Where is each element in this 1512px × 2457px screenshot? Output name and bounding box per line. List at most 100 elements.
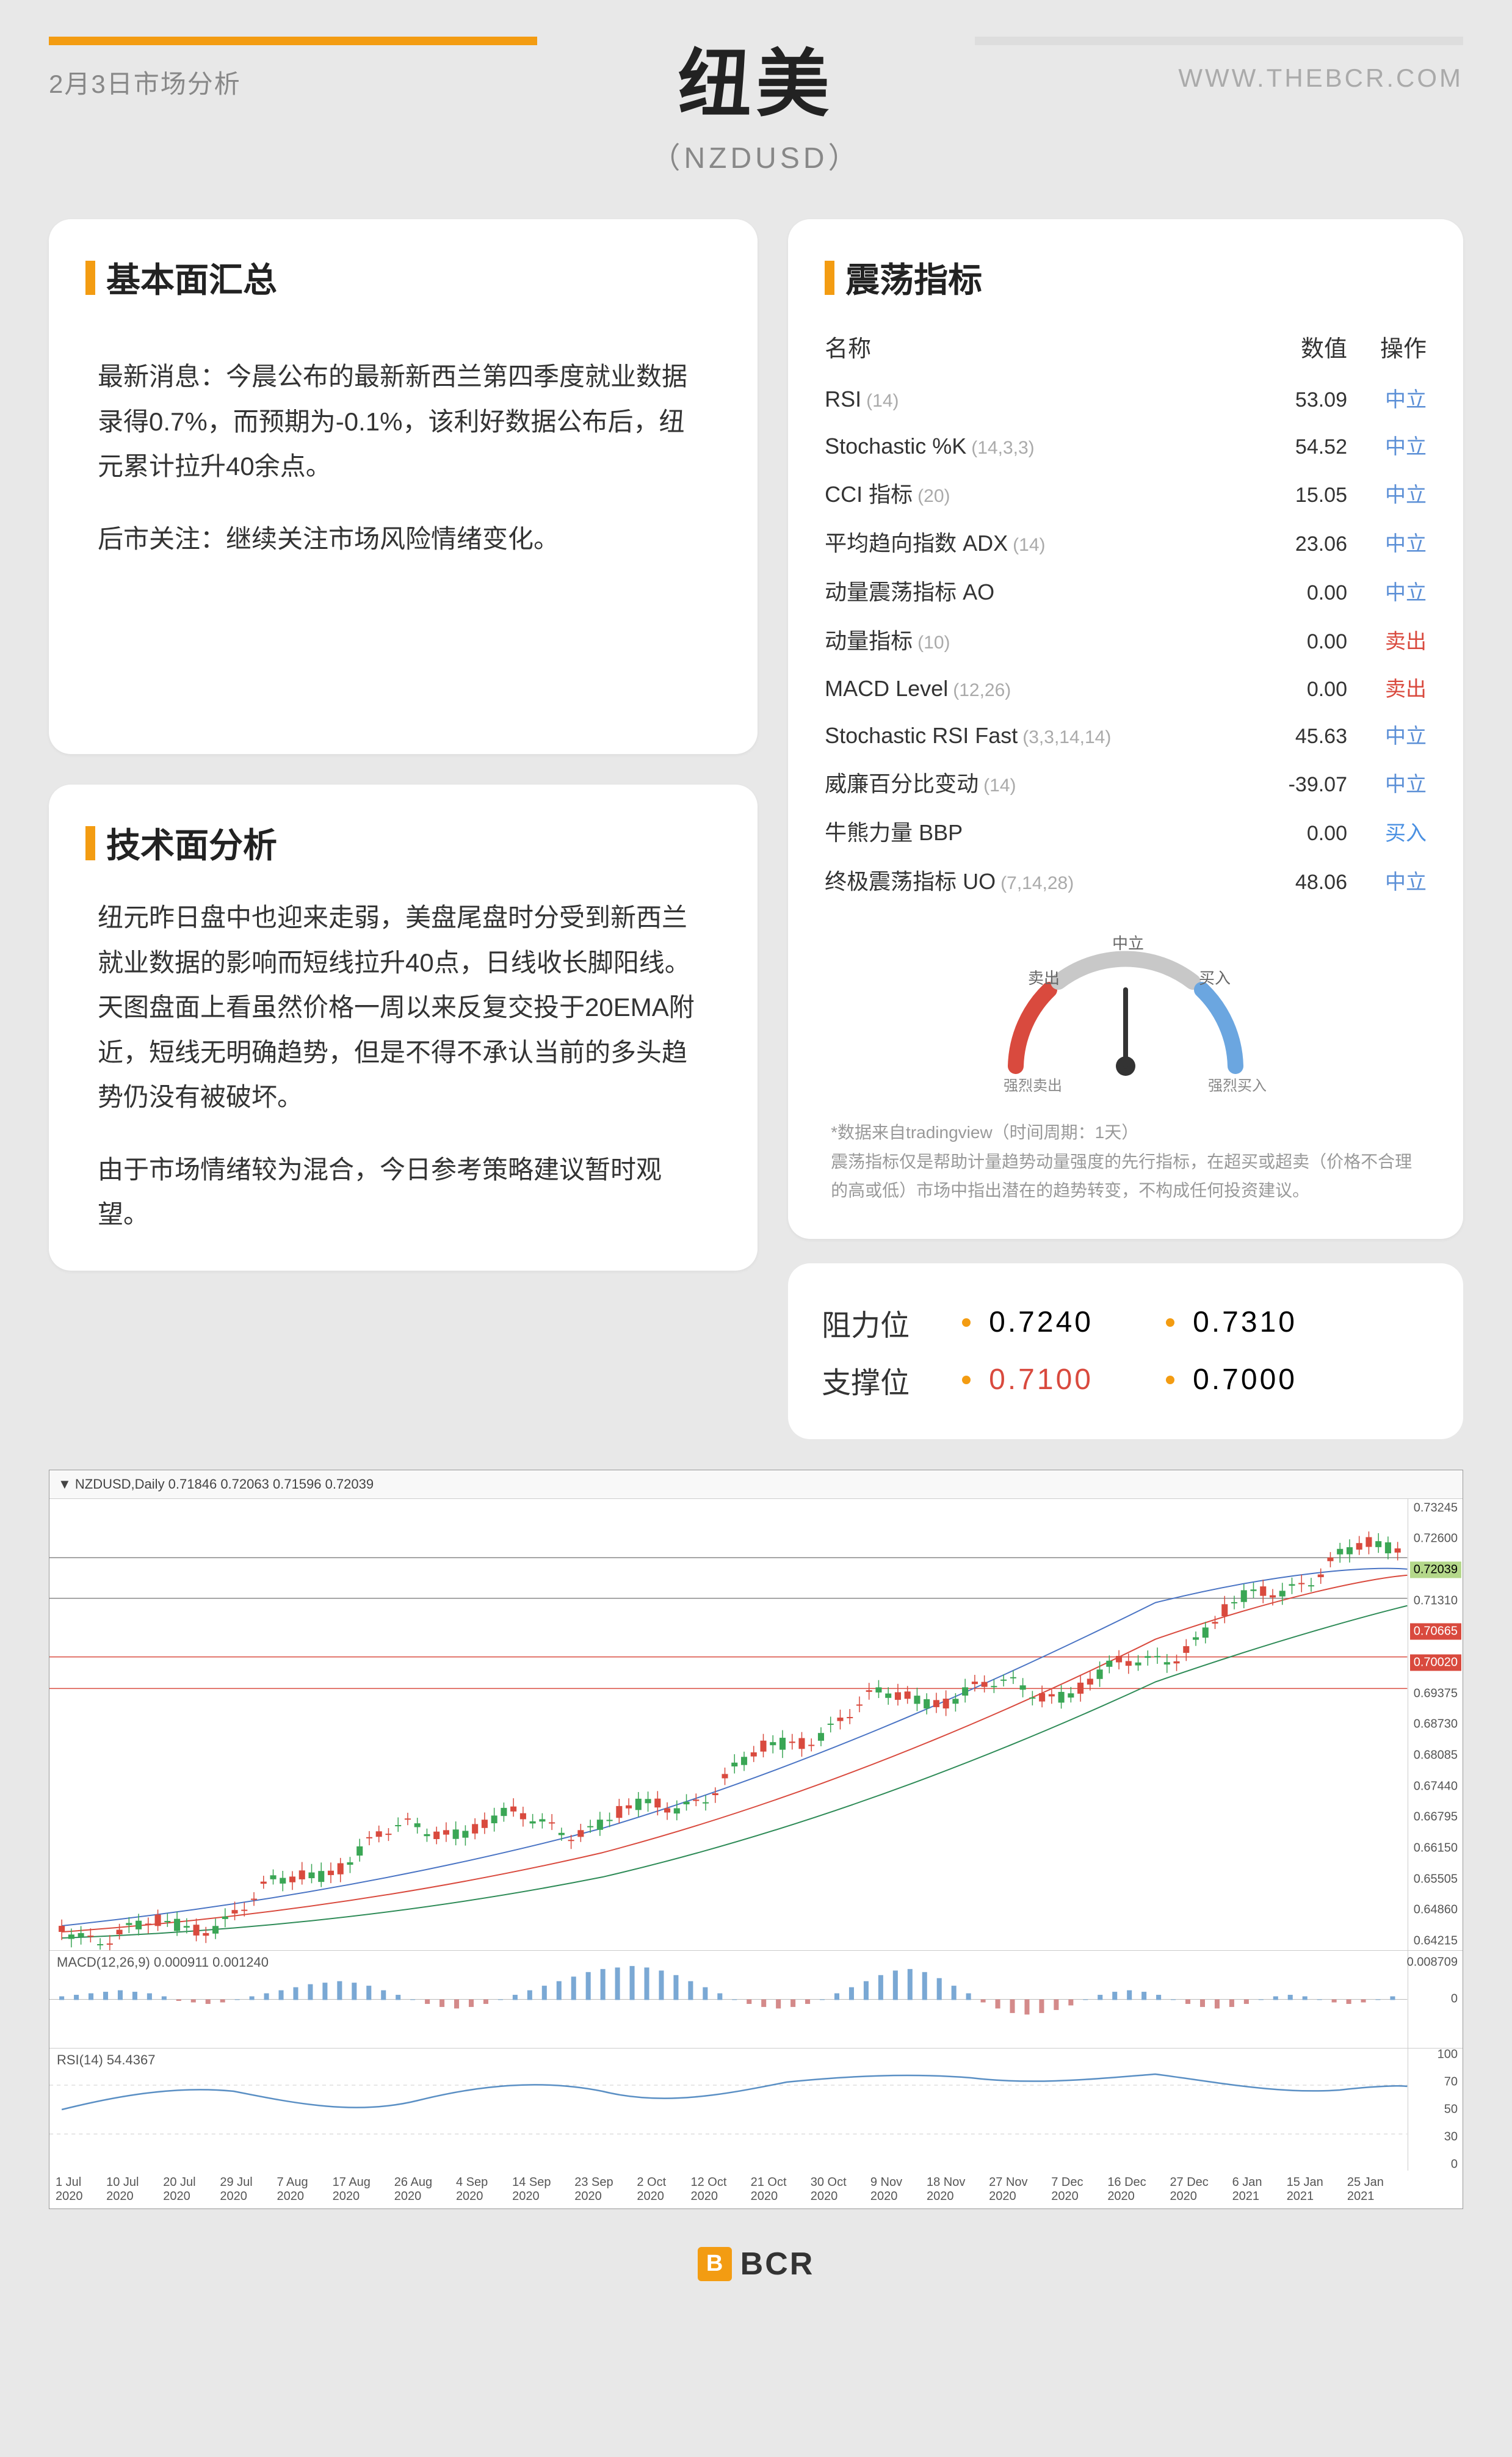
oscillators-table: 名称 数值 操作 RSI(14)53.09中立Stochastic %K(14,…: [825, 330, 1427, 904]
fundamentals-title: 基本面汇总: [106, 253, 277, 302]
osc-value: 0.00: [1262, 678, 1347, 702]
oscillator-row: 牛熊力量 BBP0.00买入: [825, 807, 1427, 855]
gauge-buy: 买入: [1199, 969, 1231, 987]
x-tick: 30 Oct 2020: [811, 2176, 870, 2204]
osc-value: 15.05: [1262, 484, 1347, 507]
bullet-icon: [962, 1318, 971, 1327]
osc-name: 动量震荡指标 AO: [825, 579, 994, 604]
osc-action: 中立: [1347, 430, 1427, 460]
x-tick: 27 Nov 2020: [989, 2176, 1051, 2204]
oscillator-row: 动量指标(10) 0.00卖出: [825, 615, 1427, 664]
x-tick: 29 Jul 2020: [220, 2176, 277, 2204]
x-tick: 1 Jul 2020: [56, 2176, 106, 2204]
osc-action: 买入: [1347, 816, 1427, 846]
x-tick: 7 Aug 2020: [277, 2176, 332, 2204]
osc-name: RSI: [825, 387, 861, 412]
x-tick: 2 Oct 2020: [637, 2176, 690, 2204]
osc-param: (14,3,3): [971, 438, 1034, 458]
gauge-note1: *数据来自tradingview（时间周期：1天）: [825, 1118, 1427, 1147]
osc-value: 0.00: [1262, 630, 1347, 654]
oscillator-row: Stochastic RSI Fast(3,3,14,14)45.63中立: [825, 711, 1427, 758]
y-tick: 0.67440: [1414, 1779, 1458, 1793]
col-name: 名称: [825, 330, 1262, 363]
support-v1: 0.7100: [989, 1363, 1148, 1396]
y-tick: 0.69375: [1414, 1686, 1458, 1700]
brand-icon: B: [698, 2247, 732, 2281]
bullet-icon: [1166, 1376, 1174, 1384]
osc-action: 中立: [1347, 478, 1427, 508]
gauge-neutral: 中立: [1112, 934, 1144, 953]
osc-param: (14): [983, 775, 1016, 796]
chart-title: NZDUSD,Daily 0.71846 0.72063 0.71596 0.7…: [75, 1476, 374, 1492]
osc-name: 牛熊力量 BBP: [825, 820, 963, 845]
y-tick: 0.66150: [1414, 1841, 1458, 1855]
x-tick: 16 Dec 2020: [1107, 2176, 1170, 2204]
osc-name: CCI 指标: [825, 482, 913, 507]
footer: B BCR: [0, 2246, 1512, 2282]
support-label: 支撑位: [822, 1359, 944, 1401]
osc-value: 54.52: [1262, 435, 1347, 459]
x-tick: 27 Dec 2020: [1170, 2176, 1232, 2204]
osc-value: 0.00: [1262, 581, 1347, 605]
site-url: WWW.THEBCR.COM: [861, 64, 1464, 93]
y-tick: 0.68730: [1414, 1718, 1458, 1732]
brand-name: BCR: [740, 2246, 815, 2282]
osc-param: (14): [866, 391, 899, 411]
osc-param: (10): [917, 633, 950, 653]
chart-xaxis: 1 Jul 202010 Jul 202020 Jul 202029 Jul 2…: [49, 2171, 1463, 2208]
y-tick: 0.70665: [1410, 1624, 1461, 1640]
rsi-ytick: 50: [1444, 2102, 1458, 2116]
osc-value: 23.06: [1262, 532, 1347, 556]
x-tick: 7 Dec 2020: [1051, 2176, 1107, 2204]
technical-p2: 由于市场情绪较为混合，今日参考策略建议暂时观望。: [98, 1147, 709, 1237]
rsi-ytick: 30: [1444, 2130, 1458, 2144]
rsi-label: RSI(14) 54.4367: [57, 2052, 155, 2068]
osc-value: 45.63: [1262, 725, 1347, 749]
page-header: 2月3日市场分析 纽美 （NZDUSD） WWW.THEBCR.COM: [0, 0, 1512, 195]
x-tick: 6 Jan 2021: [1232, 2176, 1287, 2204]
fundamentals-p1: 最新消息：今晨公布的最新新西兰第四季度就业数据录得0.7%，而预期为-0.1%，…: [98, 354, 709, 489]
oscillator-row: CCI 指标(20)15.05中立: [825, 468, 1427, 517]
y-tick: 0.70020: [1410, 1654, 1461, 1671]
osc-action: 中立: [1347, 719, 1427, 749]
page-title: 纽美: [651, 24, 861, 131]
osc-action: 卖出: [1347, 625, 1427, 655]
osc-name: MACD Level: [825, 676, 948, 701]
col-action: 操作: [1347, 330, 1427, 363]
price-chart: ▼ NZDUSD,Daily 0.71846 0.72063 0.71596 0…: [49, 1470, 1463, 2209]
osc-name: 动量指标: [825, 628, 913, 653]
resistance-label: 阻力位: [822, 1301, 944, 1344]
sentiment-gauge: 强烈卖出 卖出 中立 买入 强烈买入: [967, 926, 1284, 1103]
oscillator-row: 平均趋向指数 ADX(14)23.06中立: [825, 517, 1427, 566]
levels-card: 阻力位 0.7240 0.7310 支撑位 0.7100 0.7000: [788, 1263, 1463, 1439]
osc-action: 中立: [1347, 865, 1427, 895]
x-tick: 14 Sep 2020: [512, 2176, 574, 2204]
osc-action: 中立: [1347, 576, 1427, 606]
oscillator-row: Stochastic %K(14,3,3)54.52中立: [825, 421, 1427, 468]
rsi-ytick: 100: [1438, 2047, 1458, 2061]
osc-param: (3,3,14,14): [1022, 727, 1111, 747]
osc-param: (14): [1013, 535, 1045, 555]
date-label: 2月3日市场分析: [49, 64, 651, 101]
resistance-v2: 0.7310: [1193, 1305, 1351, 1339]
x-tick: 25 Jan 2021: [1347, 2176, 1408, 2204]
accent-bar-right: [975, 37, 1463, 45]
oscillator-row: MACD Level(12,26)0.00卖出: [825, 664, 1427, 711]
rsi-chart: [49, 2049, 1463, 2171]
oscillator-row: 威廉百分比变动(14)-39.07中立: [825, 758, 1427, 807]
osc-param: (7,14,28): [1000, 873, 1074, 893]
y-tick: 0.72600: [1414, 1532, 1458, 1546]
y-tick: 0.71310: [1414, 1594, 1458, 1608]
y-tick: 0.68085: [1414, 1748, 1458, 1762]
page-subtitle: （NZDUSD）: [651, 134, 861, 176]
candlestick-chart: [49, 1499, 1463, 1950]
osc-value: 48.06: [1262, 871, 1347, 895]
fundamentals-p2: 后市关注：继续关注市场风险情绪变化。: [98, 517, 709, 562]
y-tick: 0.72039: [1410, 1561, 1461, 1578]
x-tick: 9 Nov 2020: [870, 2176, 927, 2204]
oscillator-row: RSI(14)53.09中立: [825, 374, 1427, 421]
macd-ytick: 0.008709: [1407, 1955, 1458, 1969]
osc-action: 中立: [1347, 527, 1427, 557]
osc-value: 53.09: [1262, 388, 1347, 412]
oscillator-row: 动量震荡指标 AO 0.00中立: [825, 566, 1427, 615]
